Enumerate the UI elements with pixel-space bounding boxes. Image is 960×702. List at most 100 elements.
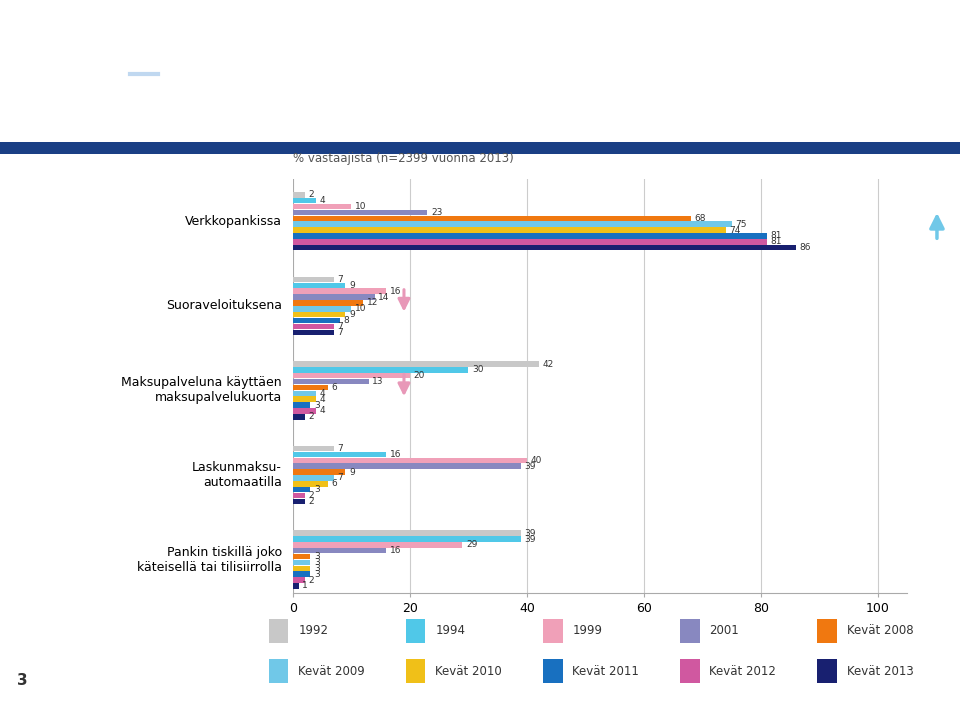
Circle shape [0, 49, 211, 90]
Text: Kevät 2009: Kevät 2009 [299, 665, 365, 677]
Text: % vastaajista (n=2399 vuonna 2013): % vastaajista (n=2399 vuonna 2013) [293, 152, 514, 164]
Text: 3: 3 [17, 673, 28, 689]
Bar [293, 318, 340, 323]
Text: 7: 7 [337, 444, 343, 453]
Bar [293, 385, 328, 390]
Text: 16: 16 [390, 286, 401, 296]
Bar [293, 481, 328, 486]
Text: 10: 10 [355, 304, 367, 313]
Text: 7: 7 [337, 322, 343, 331]
Text: 10: 10 [355, 202, 367, 211]
Bar [293, 216, 690, 221]
Text: Kevät 2013: Kevät 2013 [847, 665, 913, 677]
Bar [293, 390, 316, 396]
Bar [293, 536, 521, 542]
Text: 39: 39 [524, 529, 536, 538]
Text: Kevät 2010: Kevät 2010 [435, 665, 502, 677]
Bar [293, 329, 334, 335]
Text: TAVALLISIMMAT LASKUNMAKSUTAVAT: TAVALLISIMMAT LASKUNMAKSUTAVAT [192, 39, 752, 65]
Bar [293, 577, 304, 583]
Bar [293, 283, 346, 288]
Bar [293, 542, 463, 548]
Text: 3: 3 [314, 564, 320, 573]
Bar [293, 397, 316, 402]
Bar [543, 619, 563, 642]
Text: 20: 20 [414, 371, 424, 380]
Text: 3: 3 [314, 558, 320, 567]
Bar [269, 619, 288, 642]
Bar [406, 619, 425, 642]
Bar [293, 373, 410, 378]
Text: 2: 2 [308, 497, 314, 506]
Text: 14: 14 [378, 293, 390, 302]
Text: 2: 2 [308, 576, 314, 585]
Bar [293, 289, 387, 294]
Text: 7: 7 [337, 275, 343, 284]
Bar [293, 222, 732, 227]
Text: Mikä on tavallisin tapa, jolla maksatte laskunne?: Mikä on tavallisin tapa, jolla maksatte … [192, 95, 596, 114]
Bar [293, 493, 304, 498]
Bar [293, 463, 521, 469]
Bar [293, 233, 767, 239]
Text: 42: 42 [542, 359, 553, 369]
Bar [293, 583, 299, 589]
Bar [293, 531, 521, 536]
Bar [293, 227, 726, 233]
Text: 3: 3 [314, 570, 320, 578]
Text: 9: 9 [349, 468, 355, 477]
Text: 2: 2 [308, 412, 314, 421]
Text: 12: 12 [367, 298, 378, 307]
Bar [269, 659, 288, 683]
Text: 4: 4 [320, 389, 325, 398]
Text: 1992: 1992 [299, 624, 328, 637]
Bar [293, 294, 374, 300]
Bar [406, 659, 425, 683]
Text: 4: 4 [320, 395, 325, 404]
Bar [293, 566, 310, 571]
Text: 68: 68 [694, 214, 706, 223]
Text: 6: 6 [331, 479, 337, 489]
Text: 39: 39 [524, 534, 536, 543]
Bar [293, 458, 527, 463]
Text: 29: 29 [466, 541, 477, 550]
Text: 6: 6 [331, 383, 337, 392]
Bar [293, 362, 539, 366]
Bar [293, 367, 468, 373]
Bar [293, 239, 767, 244]
Bar [293, 498, 304, 504]
Text: 1: 1 [302, 581, 308, 590]
Text: 1994: 1994 [435, 624, 466, 637]
Text: 13: 13 [372, 377, 384, 386]
Text: 40: 40 [530, 456, 541, 465]
Text: 2: 2 [308, 491, 314, 500]
Text: 2001: 2001 [709, 624, 739, 637]
Text: 9: 9 [349, 310, 355, 319]
Bar [293, 277, 334, 282]
Bar [293, 554, 310, 559]
Text: 75: 75 [735, 220, 747, 229]
Bar [293, 306, 351, 312]
Bar [293, 451, 387, 457]
Bar [293, 409, 316, 413]
Text: Kevät 2011: Kevät 2011 [572, 665, 639, 677]
Bar [817, 619, 837, 642]
Text: 3: 3 [314, 552, 320, 561]
Text: 74: 74 [730, 225, 741, 234]
Text: 4: 4 [320, 197, 325, 205]
Bar [293, 312, 346, 317]
Text: 30: 30 [472, 365, 483, 374]
Text: 86: 86 [800, 243, 811, 252]
Bar [293, 324, 334, 329]
Text: 16: 16 [390, 450, 401, 459]
Bar [817, 659, 837, 683]
Text: 7: 7 [337, 473, 343, 482]
Bar [0, 142, 960, 154]
Bar [293, 571, 310, 577]
Text: 3: 3 [314, 485, 320, 494]
Text: 23: 23 [431, 208, 443, 217]
Bar [680, 619, 700, 642]
Bar [293, 402, 310, 408]
Text: 2: 2 [308, 190, 314, 199]
Text: 7: 7 [337, 328, 343, 337]
Text: 9: 9 [349, 281, 355, 290]
